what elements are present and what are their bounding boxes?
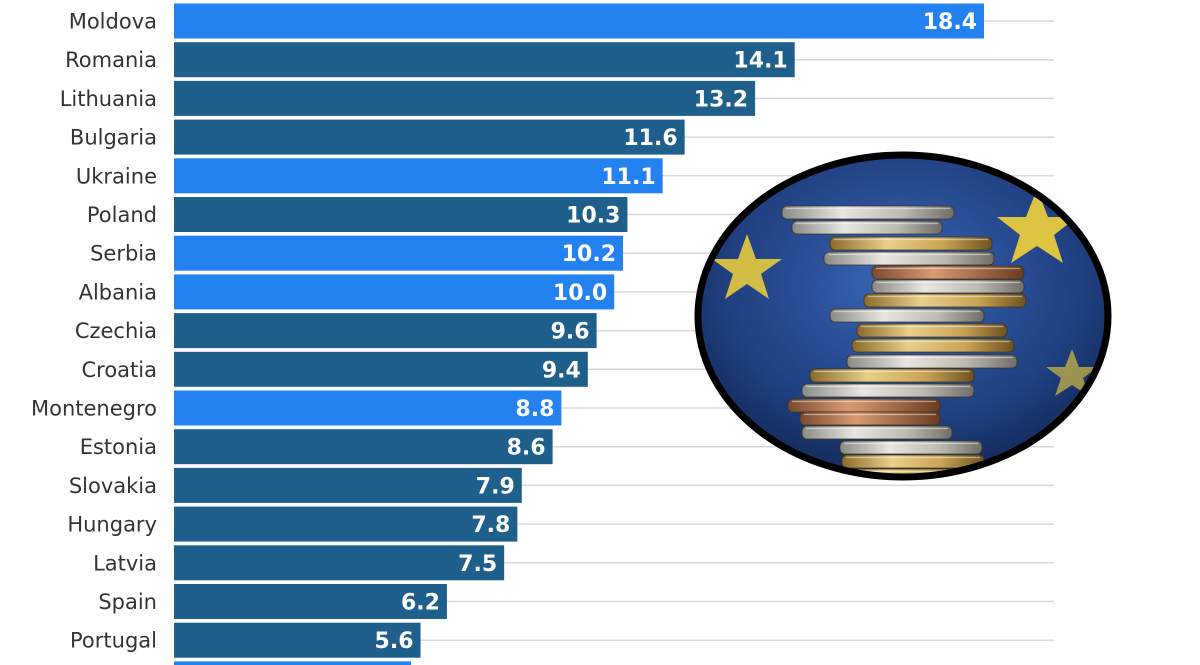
category-label: Ukraine	[76, 164, 157, 188]
category-label: Lithuania	[60, 87, 157, 111]
coin	[799, 411, 941, 426]
bar-ukraine	[174, 158, 663, 194]
category-label: Czechia	[75, 319, 157, 343]
value-label: 10.0	[553, 281, 607, 306]
coin	[801, 383, 975, 398]
value-label: 13.2	[694, 87, 748, 112]
category-label: Portugal	[70, 629, 157, 653]
coin	[801, 425, 953, 440]
coin	[871, 279, 1025, 294]
category-label: Croatia	[82, 358, 158, 382]
category-label: Spain	[98, 590, 157, 614]
bar-hungary	[174, 506, 518, 542]
value-label: 18.4	[923, 10, 977, 35]
category-label: Estonia	[80, 435, 157, 459]
coin	[851, 338, 1015, 353]
value-label: 9.4	[542, 358, 581, 383]
bar-serbia	[174, 235, 624, 271]
bar-partial	[174, 661, 411, 665]
value-label: 9.6	[551, 320, 590, 345]
value-label: 10.3	[566, 204, 620, 229]
coin	[809, 368, 975, 383]
category-label: Albania	[79, 280, 157, 304]
bar-poland	[174, 197, 628, 232]
coin	[829, 236, 993, 251]
coin	[863, 293, 1027, 308]
category-label: Hungary	[67, 513, 157, 537]
value-label: 5.6	[375, 629, 414, 654]
bar-estonia	[174, 429, 553, 465]
bar-moldova	[174, 3, 984, 39]
coin	[871, 265, 1025, 280]
value-label: 7.8	[471, 513, 510, 538]
value-label: 8.8	[515, 397, 554, 422]
labels-layer: Moldova 18.4 Romania 14.1 Lithuania 13.2 Bulga…	[31, 10, 977, 655]
bar-spain	[174, 584, 447, 619]
coin	[781, 205, 955, 220]
category-label: Poland	[87, 203, 157, 227]
category-label: Montenegro	[31, 397, 157, 421]
bar-bulgaria	[174, 119, 685, 155]
value-label: 7.9	[476, 474, 515, 499]
value-label: 6.2	[401, 591, 440, 616]
value-label: 11.1	[601, 165, 655, 190]
eu-star-icon	[712, 234, 782, 299]
value-label: 8.6	[507, 436, 546, 461]
coin	[856, 323, 1008, 338]
bar-latvia	[174, 545, 505, 581]
category-label: Slovakia	[69, 474, 157, 498]
bars-layer	[174, 3, 984, 665]
bar-lithuania	[174, 80, 756, 116]
category-label: Moldova	[69, 10, 157, 34]
bar-slovakia	[174, 467, 522, 503]
coin	[823, 251, 995, 266]
value-label: 10.2	[562, 242, 616, 267]
category-label: Latvia	[93, 551, 157, 575]
bar-albania	[174, 274, 615, 310]
value-label: 7.5	[458, 552, 497, 577]
category-label: Serbia	[90, 242, 157, 266]
bar-portugal	[174, 622, 421, 658]
coin	[829, 308, 985, 323]
category-label: Bulgaria	[70, 126, 157, 150]
coin	[846, 354, 1018, 369]
bar-romania	[174, 42, 795, 78]
bar-croatia	[174, 351, 588, 387]
coin	[839, 440, 983, 455]
bar-czechia	[174, 313, 597, 349]
bar-montenegro	[174, 390, 562, 426]
coin	[791, 220, 943, 235]
value-label: 14.1	[733, 49, 787, 74]
value-label: 11.6	[623, 126, 677, 151]
euro-coins-photo	[692, 149, 1114, 483]
category-label: Romania	[65, 48, 157, 72]
eu-star-icon	[997, 189, 1077, 263]
